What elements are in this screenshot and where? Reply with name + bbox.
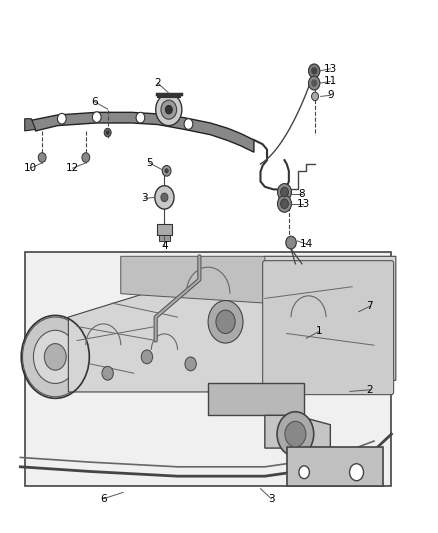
- Text: 2: 2: [366, 385, 373, 395]
- Text: 3: 3: [141, 193, 148, 204]
- Text: 6: 6: [91, 96, 98, 107]
- Polygon shape: [265, 415, 330, 448]
- FancyBboxPatch shape: [287, 447, 383, 486]
- Circle shape: [33, 330, 77, 383]
- Text: 8: 8: [299, 189, 305, 199]
- FancyBboxPatch shape: [156, 224, 172, 235]
- Text: 5: 5: [146, 158, 152, 168]
- Text: 13: 13: [297, 199, 310, 209]
- Circle shape: [185, 357, 196, 371]
- Circle shape: [161, 100, 177, 119]
- Text: 13: 13: [324, 64, 337, 74]
- FancyBboxPatch shape: [159, 235, 170, 241]
- Circle shape: [165, 106, 172, 114]
- Text: 2: 2: [155, 78, 161, 88]
- Circle shape: [184, 119, 193, 130]
- Circle shape: [311, 92, 318, 101]
- FancyBboxPatch shape: [208, 383, 304, 415]
- Circle shape: [208, 301, 243, 343]
- Text: 14: 14: [300, 239, 313, 249]
- Circle shape: [106, 131, 110, 135]
- Text: 7: 7: [366, 301, 373, 311]
- Text: 12: 12: [66, 163, 79, 173]
- Text: 3: 3: [268, 494, 275, 504]
- Circle shape: [277, 411, 314, 456]
- Text: 6: 6: [100, 494, 106, 504]
- Circle shape: [102, 366, 113, 380]
- Polygon shape: [31, 112, 254, 152]
- Circle shape: [281, 187, 288, 197]
- Circle shape: [162, 165, 171, 176]
- Circle shape: [136, 112, 145, 123]
- Circle shape: [299, 466, 309, 479]
- Circle shape: [141, 350, 152, 364]
- Circle shape: [278, 195, 291, 212]
- Circle shape: [216, 310, 235, 334]
- Text: 11: 11: [324, 77, 337, 86]
- Circle shape: [161, 193, 168, 201]
- Circle shape: [44, 344, 66, 370]
- Circle shape: [281, 199, 288, 208]
- FancyBboxPatch shape: [263, 261, 394, 394]
- Circle shape: [82, 153, 90, 163]
- Circle shape: [311, 67, 317, 75]
- Circle shape: [311, 79, 317, 87]
- Circle shape: [57, 114, 66, 124]
- Circle shape: [155, 185, 174, 209]
- Circle shape: [278, 183, 291, 200]
- Circle shape: [22, 317, 88, 397]
- Circle shape: [308, 64, 320, 78]
- Circle shape: [286, 236, 296, 249]
- Circle shape: [164, 168, 169, 173]
- Text: 10: 10: [24, 163, 37, 173]
- Circle shape: [92, 112, 101, 123]
- Polygon shape: [68, 256, 396, 392]
- Circle shape: [285, 421, 306, 447]
- Text: 1: 1: [316, 326, 323, 336]
- Circle shape: [38, 153, 46, 163]
- Circle shape: [350, 464, 364, 481]
- Circle shape: [155, 94, 182, 126]
- FancyBboxPatch shape: [25, 252, 392, 486]
- Circle shape: [104, 128, 111, 137]
- Polygon shape: [121, 256, 265, 303]
- Text: 9: 9: [327, 90, 334, 100]
- Text: 4: 4: [161, 241, 168, 251]
- Circle shape: [308, 76, 320, 90]
- Polygon shape: [25, 119, 35, 131]
